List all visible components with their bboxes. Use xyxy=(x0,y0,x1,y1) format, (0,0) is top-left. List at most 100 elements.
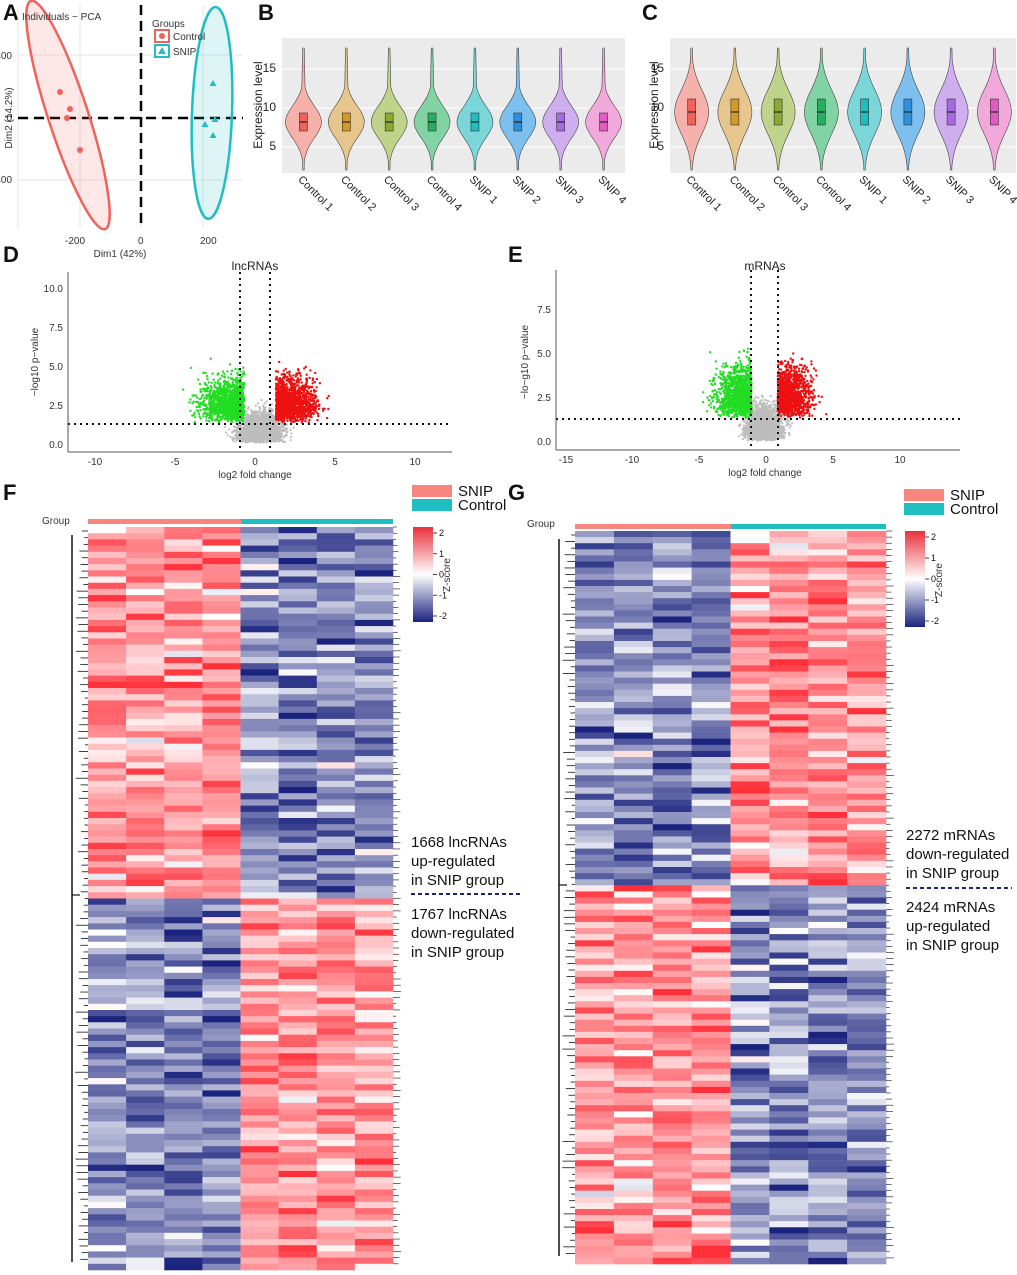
volcano-point-ns xyxy=(252,414,255,417)
volcano-point-ns xyxy=(250,412,253,415)
volcano-point-up xyxy=(313,410,317,413)
volcano-point-down xyxy=(209,357,212,360)
volcano-point-ns xyxy=(275,439,278,442)
volcano-point-down xyxy=(231,405,234,408)
volcano-point-down xyxy=(219,396,222,399)
volcano-point-down xyxy=(218,387,221,390)
volcano-lnc-ylabel: −log10 p−value xyxy=(30,327,41,396)
pca-xtick: 0 xyxy=(138,236,144,247)
pca-legend-tri-snip xyxy=(158,47,166,54)
volcano-point-up xyxy=(316,419,319,422)
volcano-point-up xyxy=(305,373,308,376)
volcano-point-down xyxy=(213,402,216,405)
volcano-point-down xyxy=(206,377,209,381)
volcano-point-down xyxy=(215,395,218,398)
volcano-point-up xyxy=(281,398,284,401)
volcano-point-down xyxy=(242,383,246,386)
volcano-point-ns xyxy=(265,400,268,403)
pca-ytick: 400 xyxy=(0,51,12,62)
volcano-point-down xyxy=(204,383,207,386)
volcano-point-ns xyxy=(264,414,267,417)
volcano-point-up xyxy=(301,402,305,405)
pca-point-control xyxy=(77,147,83,153)
volcano-point-up xyxy=(293,387,297,390)
volcano-point-down xyxy=(237,395,240,398)
volcano-point-down xyxy=(198,405,201,409)
volcano-point-up xyxy=(288,370,291,373)
volcano-point-ns xyxy=(254,418,257,421)
volcano-point-down xyxy=(203,396,206,400)
volcano-point-down xyxy=(189,409,192,412)
pca-point-snip xyxy=(211,116,219,122)
volcano-point-down xyxy=(210,381,213,384)
volcano-point-ns xyxy=(263,407,266,410)
volcano-point-down xyxy=(189,366,193,370)
pca-xtick: 200 xyxy=(200,236,217,247)
volcano-point-ns xyxy=(254,435,257,438)
volcano-point-up xyxy=(282,369,285,372)
volcano-point-ns xyxy=(256,402,259,405)
volcano-point-up xyxy=(327,394,330,398)
volcano-point-down xyxy=(222,375,226,378)
volcano-point-up xyxy=(307,398,311,401)
volcano-point-down xyxy=(214,418,217,421)
volcano-point-up xyxy=(300,415,303,418)
volcano-point-ns xyxy=(279,439,282,442)
volcano-point-up xyxy=(315,377,319,381)
volcano-point-ns xyxy=(271,420,274,423)
volcano-point-ns xyxy=(251,419,254,422)
volcano-point-up xyxy=(299,374,302,378)
volcano-point-up xyxy=(288,400,291,403)
violin-xlabel: SNIP 4 xyxy=(986,174,1017,207)
pca-point-control xyxy=(64,115,70,121)
volcano-point-up xyxy=(304,399,307,403)
volcano-point-ns xyxy=(276,423,279,426)
volcano-point-down xyxy=(225,380,228,384)
pca-point-snip xyxy=(209,80,217,86)
volcano-point-ns xyxy=(244,418,248,421)
volcano-point-down xyxy=(217,408,221,411)
volcano-point-ns xyxy=(259,411,262,414)
violin-b-ylabel: Expression level xyxy=(251,61,265,148)
volcano-point-ns xyxy=(251,426,254,429)
volcano-point-down xyxy=(230,369,233,372)
volcano-point-down xyxy=(202,403,205,407)
volcano-point-down xyxy=(223,372,226,375)
volcano-point-up xyxy=(292,374,295,377)
volcano-point-ns xyxy=(251,432,254,435)
volcano-point-down xyxy=(214,381,217,384)
volcano-point-ns xyxy=(248,417,251,420)
volcano-point-ns xyxy=(235,438,239,441)
violin-c-marks xyxy=(674,47,1012,171)
volcano-point-up xyxy=(308,414,311,417)
pca-title: Individuals − PCA xyxy=(22,12,102,23)
volcano-point-ns xyxy=(245,434,248,437)
volcano-point-ns xyxy=(266,440,269,443)
volcano-point-up xyxy=(296,368,300,371)
volcano-point-ns xyxy=(231,431,234,434)
volcano-point-up xyxy=(294,390,298,394)
volcano-point-down xyxy=(217,403,220,406)
volcano-point-down xyxy=(198,397,201,401)
pca-point-snip xyxy=(201,121,209,127)
volcano-point-down xyxy=(212,408,215,411)
volcano-point-down xyxy=(207,407,210,410)
volcano-lnc-ytick: 0.0 xyxy=(49,440,63,451)
volcano-point-up xyxy=(276,399,279,402)
volcano-point-ns xyxy=(255,431,258,434)
volcano-point-down xyxy=(205,415,208,418)
volcano-point-down xyxy=(226,370,229,373)
violin-shape xyxy=(542,47,580,171)
volcano-point-down xyxy=(228,383,231,386)
volcano-point-down xyxy=(198,402,201,405)
volcano-point-down xyxy=(217,393,220,396)
volcano-point-down xyxy=(205,419,208,422)
volcano-point-down xyxy=(209,389,213,392)
volcano-point-up xyxy=(283,388,287,391)
volcano-point-ns xyxy=(232,425,235,428)
volcano-point-up xyxy=(294,402,298,405)
volcano-point-ns xyxy=(243,425,246,428)
volcano-point-down xyxy=(208,420,211,423)
panel-label-a: A xyxy=(3,0,19,25)
volcano-point-up xyxy=(299,405,303,408)
